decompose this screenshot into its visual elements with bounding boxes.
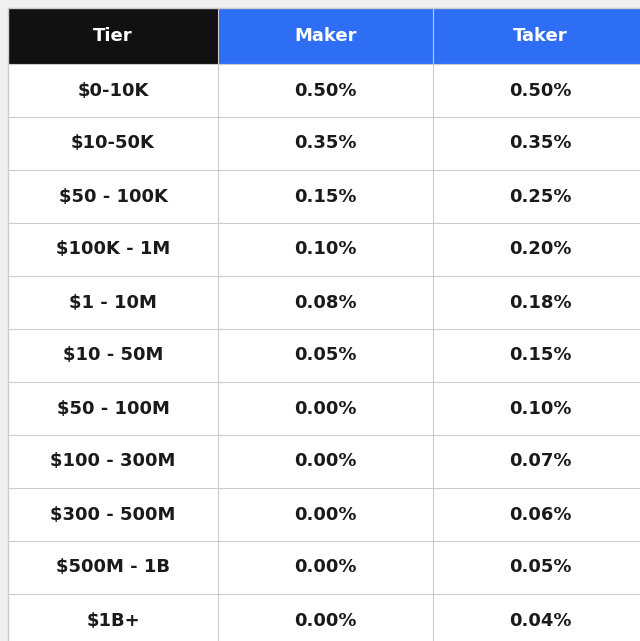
Text: 0.20%: 0.20% (509, 240, 572, 258)
Text: $50 - 100M: $50 - 100M (56, 399, 170, 417)
Text: 0.10%: 0.10% (294, 240, 356, 258)
Text: 0.04%: 0.04% (509, 612, 572, 629)
Text: Maker: Maker (294, 27, 356, 45)
FancyBboxPatch shape (218, 329, 433, 382)
Text: $300 - 500M: $300 - 500M (51, 506, 176, 524)
FancyBboxPatch shape (433, 8, 640, 64)
Text: 0.08%: 0.08% (294, 294, 357, 312)
Text: Tier: Tier (93, 27, 133, 45)
FancyBboxPatch shape (433, 64, 640, 117)
FancyBboxPatch shape (218, 382, 433, 435)
FancyBboxPatch shape (8, 382, 218, 435)
Text: 0.35%: 0.35% (294, 135, 356, 153)
FancyBboxPatch shape (433, 594, 640, 641)
Text: 0.50%: 0.50% (509, 81, 572, 99)
Text: $10-50K: $10-50K (71, 135, 155, 153)
Text: $1 - 10M: $1 - 10M (69, 294, 157, 312)
FancyBboxPatch shape (218, 276, 433, 329)
FancyBboxPatch shape (218, 541, 433, 594)
Text: 0.25%: 0.25% (509, 188, 572, 206)
FancyBboxPatch shape (8, 276, 218, 329)
FancyBboxPatch shape (433, 382, 640, 435)
Text: $0-10K: $0-10K (77, 81, 148, 99)
Text: 0.15%: 0.15% (509, 347, 572, 365)
FancyBboxPatch shape (8, 541, 218, 594)
FancyBboxPatch shape (433, 541, 640, 594)
FancyBboxPatch shape (8, 488, 218, 541)
FancyBboxPatch shape (8, 329, 218, 382)
FancyBboxPatch shape (433, 488, 640, 541)
FancyBboxPatch shape (8, 117, 218, 170)
Text: $10 - 50M: $10 - 50M (63, 347, 163, 365)
FancyBboxPatch shape (218, 117, 433, 170)
Text: 0.05%: 0.05% (294, 347, 356, 365)
Text: 0.06%: 0.06% (509, 506, 572, 524)
FancyBboxPatch shape (218, 435, 433, 488)
FancyBboxPatch shape (218, 170, 433, 223)
FancyBboxPatch shape (433, 435, 640, 488)
FancyBboxPatch shape (218, 594, 433, 641)
Text: 0.00%: 0.00% (294, 612, 356, 629)
Text: 0.15%: 0.15% (294, 188, 356, 206)
Text: 0.18%: 0.18% (509, 294, 572, 312)
Text: 0.00%: 0.00% (294, 506, 356, 524)
Text: $1B+: $1B+ (86, 612, 140, 629)
FancyBboxPatch shape (218, 64, 433, 117)
FancyBboxPatch shape (8, 170, 218, 223)
FancyBboxPatch shape (8, 223, 218, 276)
Text: 0.00%: 0.00% (294, 453, 356, 470)
FancyBboxPatch shape (218, 8, 433, 64)
Text: 0.10%: 0.10% (509, 399, 572, 417)
Text: 0.50%: 0.50% (294, 81, 356, 99)
FancyBboxPatch shape (433, 329, 640, 382)
FancyBboxPatch shape (218, 488, 433, 541)
FancyBboxPatch shape (433, 170, 640, 223)
Text: 0.07%: 0.07% (509, 453, 572, 470)
Text: 0.00%: 0.00% (294, 558, 356, 576)
Text: 0.00%: 0.00% (294, 399, 356, 417)
FancyBboxPatch shape (8, 594, 218, 641)
Text: $50 - 100K: $50 - 100K (59, 188, 168, 206)
FancyBboxPatch shape (218, 223, 433, 276)
FancyBboxPatch shape (433, 276, 640, 329)
Text: $500M - 1B: $500M - 1B (56, 558, 170, 576)
FancyBboxPatch shape (433, 223, 640, 276)
FancyBboxPatch shape (8, 435, 218, 488)
Text: 0.35%: 0.35% (509, 135, 572, 153)
FancyBboxPatch shape (433, 117, 640, 170)
Text: $100 - 300M: $100 - 300M (51, 453, 176, 470)
Text: Taker: Taker (513, 27, 568, 45)
FancyBboxPatch shape (8, 8, 218, 64)
Text: 0.05%: 0.05% (509, 558, 572, 576)
Text: $100K - 1M: $100K - 1M (56, 240, 170, 258)
FancyBboxPatch shape (8, 64, 218, 117)
